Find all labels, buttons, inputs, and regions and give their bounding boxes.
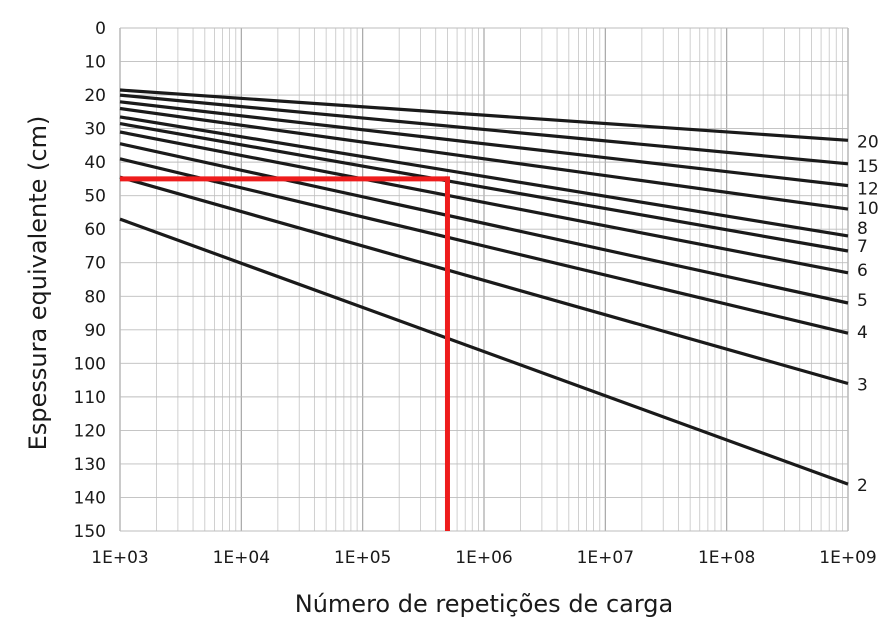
series-line-5 <box>119 142 849 305</box>
y-tick-label: 40 <box>84 153 106 173</box>
y-tick-label: 120 <box>74 421 106 441</box>
series-line-20 <box>119 88 849 142</box>
y-tick-label: 20 <box>84 86 106 106</box>
y-tick-label: 10 <box>84 53 106 73</box>
series-label-10: 10 <box>857 199 879 219</box>
series-label-20: 20 <box>857 132 879 152</box>
series-line-6 <box>119 130 849 275</box>
x-tick-label: 1E+03 <box>91 548 148 568</box>
series-line-7 <box>119 122 849 253</box>
series-line-8 <box>119 115 849 238</box>
curves <box>119 88 849 486</box>
series-label-7: 7 <box>857 237 868 257</box>
y-tick-label: 30 <box>84 120 106 140</box>
axes: 0 10 20 30 40 50 60 70 80 90 100 110 120 130 140 150 1E+… <box>74 19 877 568</box>
x-tick-label: 1E+05 <box>334 548 391 568</box>
y-tick-label: 110 <box>74 388 106 408</box>
y-tick-label: 100 <box>74 354 106 374</box>
series-label-4: 4 <box>857 323 868 343</box>
series-line-12 <box>119 100 849 188</box>
y-axis-title: Espessura equivalente (cm) <box>24 116 52 451</box>
y-tick-label: 70 <box>84 254 106 274</box>
y-tick-label: 50 <box>84 187 106 207</box>
x-tick-label: 1E+06 <box>455 548 512 568</box>
y-tick-label: 150 <box>74 522 106 542</box>
y-tick-label: 90 <box>84 321 106 341</box>
series-label-2: 2 <box>857 476 868 496</box>
series-line-4 <box>119 157 849 335</box>
series-line-15 <box>119 93 849 166</box>
series-line-2 <box>119 217 849 486</box>
y-tick-label: 60 <box>84 220 106 240</box>
series-label-6: 6 <box>857 261 868 281</box>
series-label-5: 5 <box>857 291 868 311</box>
x-axis-title: Número de repetições de carga <box>295 590 673 618</box>
x-tick-label: 1E+09 <box>819 548 876 568</box>
x-tick-label: 1E+08 <box>698 548 755 568</box>
series-label-15: 15 <box>857 157 879 177</box>
series-label-3: 3 <box>857 375 868 395</box>
x-tick-label: 1E+07 <box>577 548 634 568</box>
series-line-3 <box>119 175 849 386</box>
y-tick-label: 130 <box>74 455 106 475</box>
annotation <box>120 176 450 531</box>
series-label-8: 8 <box>857 219 868 239</box>
y-tick-label: 80 <box>84 287 106 307</box>
y-tick-label: 0 <box>95 19 106 39</box>
series-line-10 <box>119 106 849 211</box>
x-tick-label: 1E+04 <box>213 548 270 568</box>
y-tick-label: 140 <box>74 488 106 508</box>
series-label-12: 12 <box>857 180 879 200</box>
